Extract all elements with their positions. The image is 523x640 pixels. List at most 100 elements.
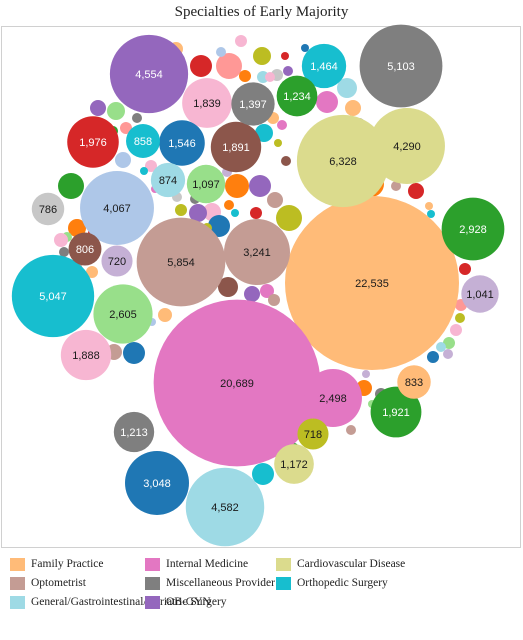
legend-item: Cardiovascular Disease (276, 556, 405, 572)
small-bubble (224, 200, 234, 210)
data-bubble (11, 254, 95, 338)
small-bubble (175, 204, 187, 216)
bubble-label: 5,103 (387, 61, 415, 73)
bubble-label: 874 (159, 175, 177, 187)
bubble-label: 1,464 (310, 61, 338, 73)
bubble-label: 6,328 (329, 156, 357, 168)
data-bubble (370, 386, 422, 438)
legend-label: Orthopedic Surgery (297, 577, 388, 589)
small-bubble (427, 210, 435, 218)
small-bubble (231, 209, 239, 217)
data-bubble (153, 299, 321, 467)
bubble-label: 3,048 (143, 478, 171, 490)
bubble-label: 4,067 (103, 203, 131, 215)
small-bubble (239, 70, 251, 82)
bubble-label: 1,891 (222, 142, 250, 154)
bubble-label: 4,582 (211, 502, 239, 514)
bubble-label: 3,241 (243, 247, 271, 259)
small-bubble (459, 263, 471, 275)
bubble-label: 1,213 (120, 427, 148, 439)
legend-item: Orthopedic Surgery (276, 575, 388, 591)
small-bubble (346, 425, 356, 435)
bubble-chart: 22,535 20,689 6,328 5,854 5,103 5,047 4,582 4,5… (11, 24, 505, 547)
small-bubble (345, 100, 361, 116)
small-bubble (120, 122, 132, 134)
bubble-label: 1,888 (72, 350, 100, 362)
bubble-label: 2,928 (459, 224, 487, 236)
legend-swatch (10, 595, 25, 609)
small-bubble (208, 215, 230, 237)
bubble-label: 1,234 (283, 91, 311, 103)
bubble-label: 2,605 (109, 309, 137, 321)
bubble-label: 833 (405, 377, 423, 389)
data-bubble (274, 444, 314, 484)
small-bubble (190, 55, 212, 77)
small-bubble (253, 47, 271, 65)
small-bubble (276, 205, 302, 231)
small-bubble (316, 91, 338, 113)
legend-label: Cardiovascular Disease (297, 558, 406, 570)
small-bubble (90, 100, 106, 116)
small-bubble (225, 174, 249, 198)
small-bubble (283, 66, 293, 76)
small-bubble (274, 139, 282, 147)
small-bubble (450, 324, 462, 336)
bubble-label: 20,689 (220, 378, 254, 390)
small-bubble (362, 370, 370, 378)
data-bubble (185, 467, 265, 547)
small-bubble (218, 277, 238, 297)
data-bubble (224, 219, 290, 285)
data-bubble (150, 162, 186, 198)
small-bubble (408, 183, 424, 199)
bubble-label: 720 (108, 256, 126, 268)
bubble-label: 806 (76, 244, 94, 256)
chart-legend: Family Practice Optometrist General/Gastro… (10, 556, 520, 636)
bubble-label: 5,047 (39, 291, 67, 303)
small-bubble (443, 337, 455, 349)
bubble-label: 4,290 (393, 141, 421, 153)
small-bubble (268, 294, 280, 306)
data-bubble (113, 411, 155, 453)
small-bubble (255, 124, 273, 142)
legend-swatch (10, 576, 25, 590)
small-bubble (235, 35, 247, 47)
bubble-label: 1,172 (280, 459, 308, 471)
small-bubble (54, 233, 68, 247)
legend-swatch (145, 576, 160, 590)
small-bubble (337, 78, 357, 98)
small-bubble (68, 219, 86, 237)
small-bubble (436, 342, 446, 352)
legend-swatch (10, 557, 25, 571)
data-bubble (210, 121, 262, 173)
bubble-label: 1,546 (168, 138, 196, 150)
small-bubble (216, 53, 242, 79)
data-bubble (60, 329, 112, 381)
small-bubble (244, 286, 260, 302)
data-bubble (397, 365, 431, 399)
data-bubble (67, 116, 119, 168)
data-bubble (461, 275, 499, 313)
small-bubble (427, 351, 439, 363)
data-bubble (109, 34, 189, 114)
data-bubble (126, 124, 160, 158)
legend-swatch (276, 576, 291, 590)
bubble-label: 1,397 (239, 99, 267, 111)
small-bubble (189, 204, 207, 222)
data-bubble (182, 78, 232, 128)
small-bubble (277, 120, 287, 130)
small-bubble (58, 173, 84, 199)
small-bubble (86, 266, 98, 278)
data-bubble (359, 24, 443, 108)
data-bubble (31, 192, 65, 226)
data-bubble (101, 245, 133, 277)
legend-item: Internal Medicine (145, 556, 248, 572)
legend-item: OB-GYN (145, 594, 211, 610)
small-bubble (252, 463, 274, 485)
data-bubble (296, 114, 390, 208)
legend-item: Miscellaneous Provider (145, 575, 275, 591)
data-bubble (125, 451, 189, 515)
data-bubble (68, 232, 102, 266)
data-bubble (285, 196, 459, 370)
small-bubble (216, 47, 226, 57)
small-bubble (443, 349, 453, 359)
